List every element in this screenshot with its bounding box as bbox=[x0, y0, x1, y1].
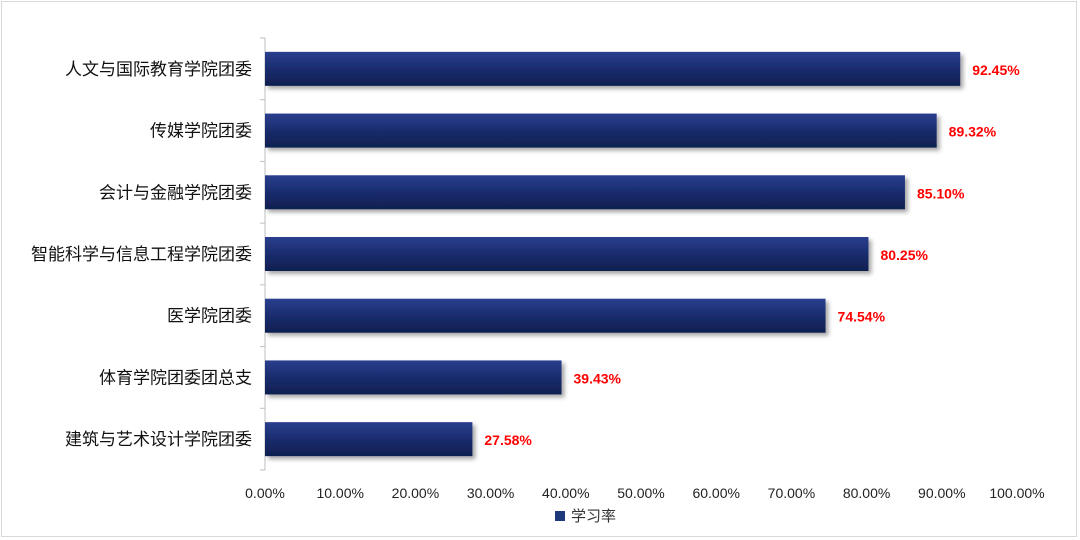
data-label: 85.10% bbox=[917, 185, 965, 201]
x-tick-label: 100.00% bbox=[989, 485, 1044, 501]
legend-label: 学习率 bbox=[571, 507, 616, 525]
x-tick-label: 0.00% bbox=[245, 485, 285, 501]
category-label: 体育学院团委团总支 bbox=[99, 368, 252, 388]
bar bbox=[265, 51, 961, 86]
x-tick-label: 50.00% bbox=[617, 485, 664, 501]
data-label: 80.25% bbox=[880, 247, 928, 263]
bar bbox=[265, 298, 826, 333]
x-tick-label: 80.00% bbox=[843, 485, 890, 501]
category-label: 会计与金融学院团委 bbox=[99, 183, 252, 203]
x-tick-label: 70.00% bbox=[768, 485, 815, 501]
x-tick-label: 10.00% bbox=[316, 485, 363, 501]
bar bbox=[265, 360, 562, 395]
category-label: 人文与国际教育学院团委 bbox=[65, 60, 252, 80]
x-tick-label: 60.00% bbox=[692, 485, 739, 501]
x-tick-label: 20.00% bbox=[392, 485, 439, 501]
bar bbox=[265, 237, 869, 271]
bar bbox=[265, 422, 473, 457]
bar bbox=[265, 113, 937, 148]
x-tick-label: 30.00% bbox=[467, 485, 514, 501]
bar bbox=[265, 175, 905, 210]
x-tick-label: 40.00% bbox=[542, 485, 589, 501]
category-label: 传媒学院团委 bbox=[150, 122, 252, 142]
data-label: 92.45% bbox=[972, 62, 1020, 78]
category-label: 智能科学与信息工程学院团委 bbox=[31, 245, 252, 265]
x-tick-label: 90.00% bbox=[918, 485, 965, 501]
category-label: 医学院团委 bbox=[167, 307, 252, 327]
category-label: 建筑与艺术设计学院团委 bbox=[65, 430, 252, 450]
data-label: 39.43% bbox=[574, 370, 622, 386]
legend-marker bbox=[555, 511, 565, 521]
legend: 学习率 bbox=[555, 507, 616, 525]
data-label: 89.32% bbox=[949, 124, 997, 140]
data-label: 27.58% bbox=[484, 432, 532, 448]
data-label: 74.54% bbox=[838, 309, 886, 325]
